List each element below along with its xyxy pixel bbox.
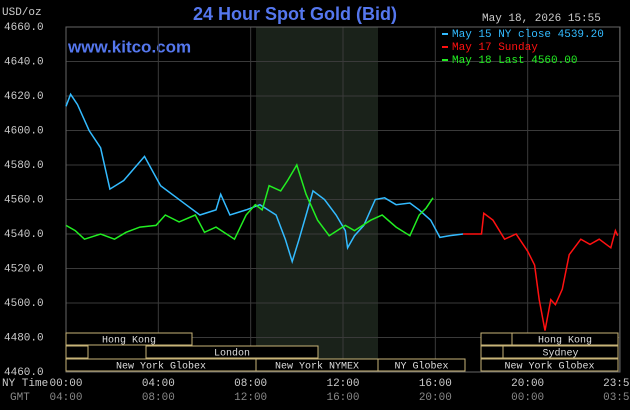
y-tick-label: 4500.0	[4, 298, 44, 310]
x-tick-label: 12:00	[326, 378, 359, 390]
y-tick-label: 4460.0	[4, 367, 44, 379]
session-label: New York Globex	[504, 361, 594, 373]
session-label: London	[214, 348, 250, 360]
y-tick-label: 4520.0	[4, 263, 44, 275]
legend-entry: May 17 Sunday	[452, 42, 538, 54]
session-box	[480, 332, 513, 346]
gmt-tick-label: 04:00	[49, 392, 82, 404]
gmt-tick-label: 16:00	[326, 392, 359, 404]
y-tick-label: 4640.0	[4, 56, 44, 68]
legend-entry: May 15 NY close 4539.20	[452, 29, 604, 41]
site-label: www.kitco.com	[67, 37, 191, 56]
legend-entry: May 18 Last 4560.00	[452, 55, 577, 67]
x-tick-label: 00:00	[49, 378, 82, 390]
gmt-tick-label: 12:00	[234, 392, 267, 404]
x-tick-label: 04:00	[142, 378, 175, 390]
x-tick-label: 20:00	[511, 378, 544, 390]
plot-frame	[65, 26, 621, 373]
y-tick-label: 4480.0	[4, 332, 44, 344]
gmt-tick-label: 00:00	[511, 392, 544, 404]
ny-time-label: NY Time	[2, 378, 48, 390]
session-label: NY Globex	[394, 361, 448, 373]
session-label: New York NYMEX	[275, 361, 359, 373]
gmt-label: GMT	[10, 392, 30, 404]
x-tick-label: 16:00	[419, 378, 452, 390]
gmt-tick-label: 20:00	[419, 392, 452, 404]
session-label: Hong Kong	[102, 336, 156, 347]
session-label: New York Globex	[116, 361, 206, 373]
y-tick-label: 4540.0	[4, 229, 44, 241]
y-axis-label: USD/oz	[2, 7, 42, 19]
y-tick-label: 4660.0	[4, 22, 44, 34]
session-label: Hong Kong	[538, 336, 592, 347]
chart-title: 24 Hour Spot Gold (Bid)	[193, 4, 397, 24]
price-line	[463, 211, 619, 331]
price-line	[65, 92, 464, 265]
x-tick-label: 08:00	[234, 378, 267, 390]
session-label: Sydney	[542, 348, 578, 360]
timestamp: May 18, 2026 15:55	[482, 13, 601, 25]
x-tick-label: 23:59	[603, 378, 630, 390]
session-box	[377, 358, 466, 372]
y-tick-label: 4600.0	[4, 125, 44, 137]
price-line	[65, 163, 434, 241]
session-box	[145, 345, 319, 359]
session-box	[480, 345, 504, 359]
gmt-tick-label: 03:59	[603, 392, 630, 404]
y-tick-label: 4560.0	[4, 194, 44, 206]
y-tick-label: 4580.0	[4, 160, 44, 172]
gmt-tick-label: 08:00	[142, 392, 175, 404]
session-box	[480, 358, 619, 372]
session-box	[65, 345, 89, 359]
session-box	[65, 332, 193, 346]
y-tick-label: 4620.0	[4, 91, 44, 103]
